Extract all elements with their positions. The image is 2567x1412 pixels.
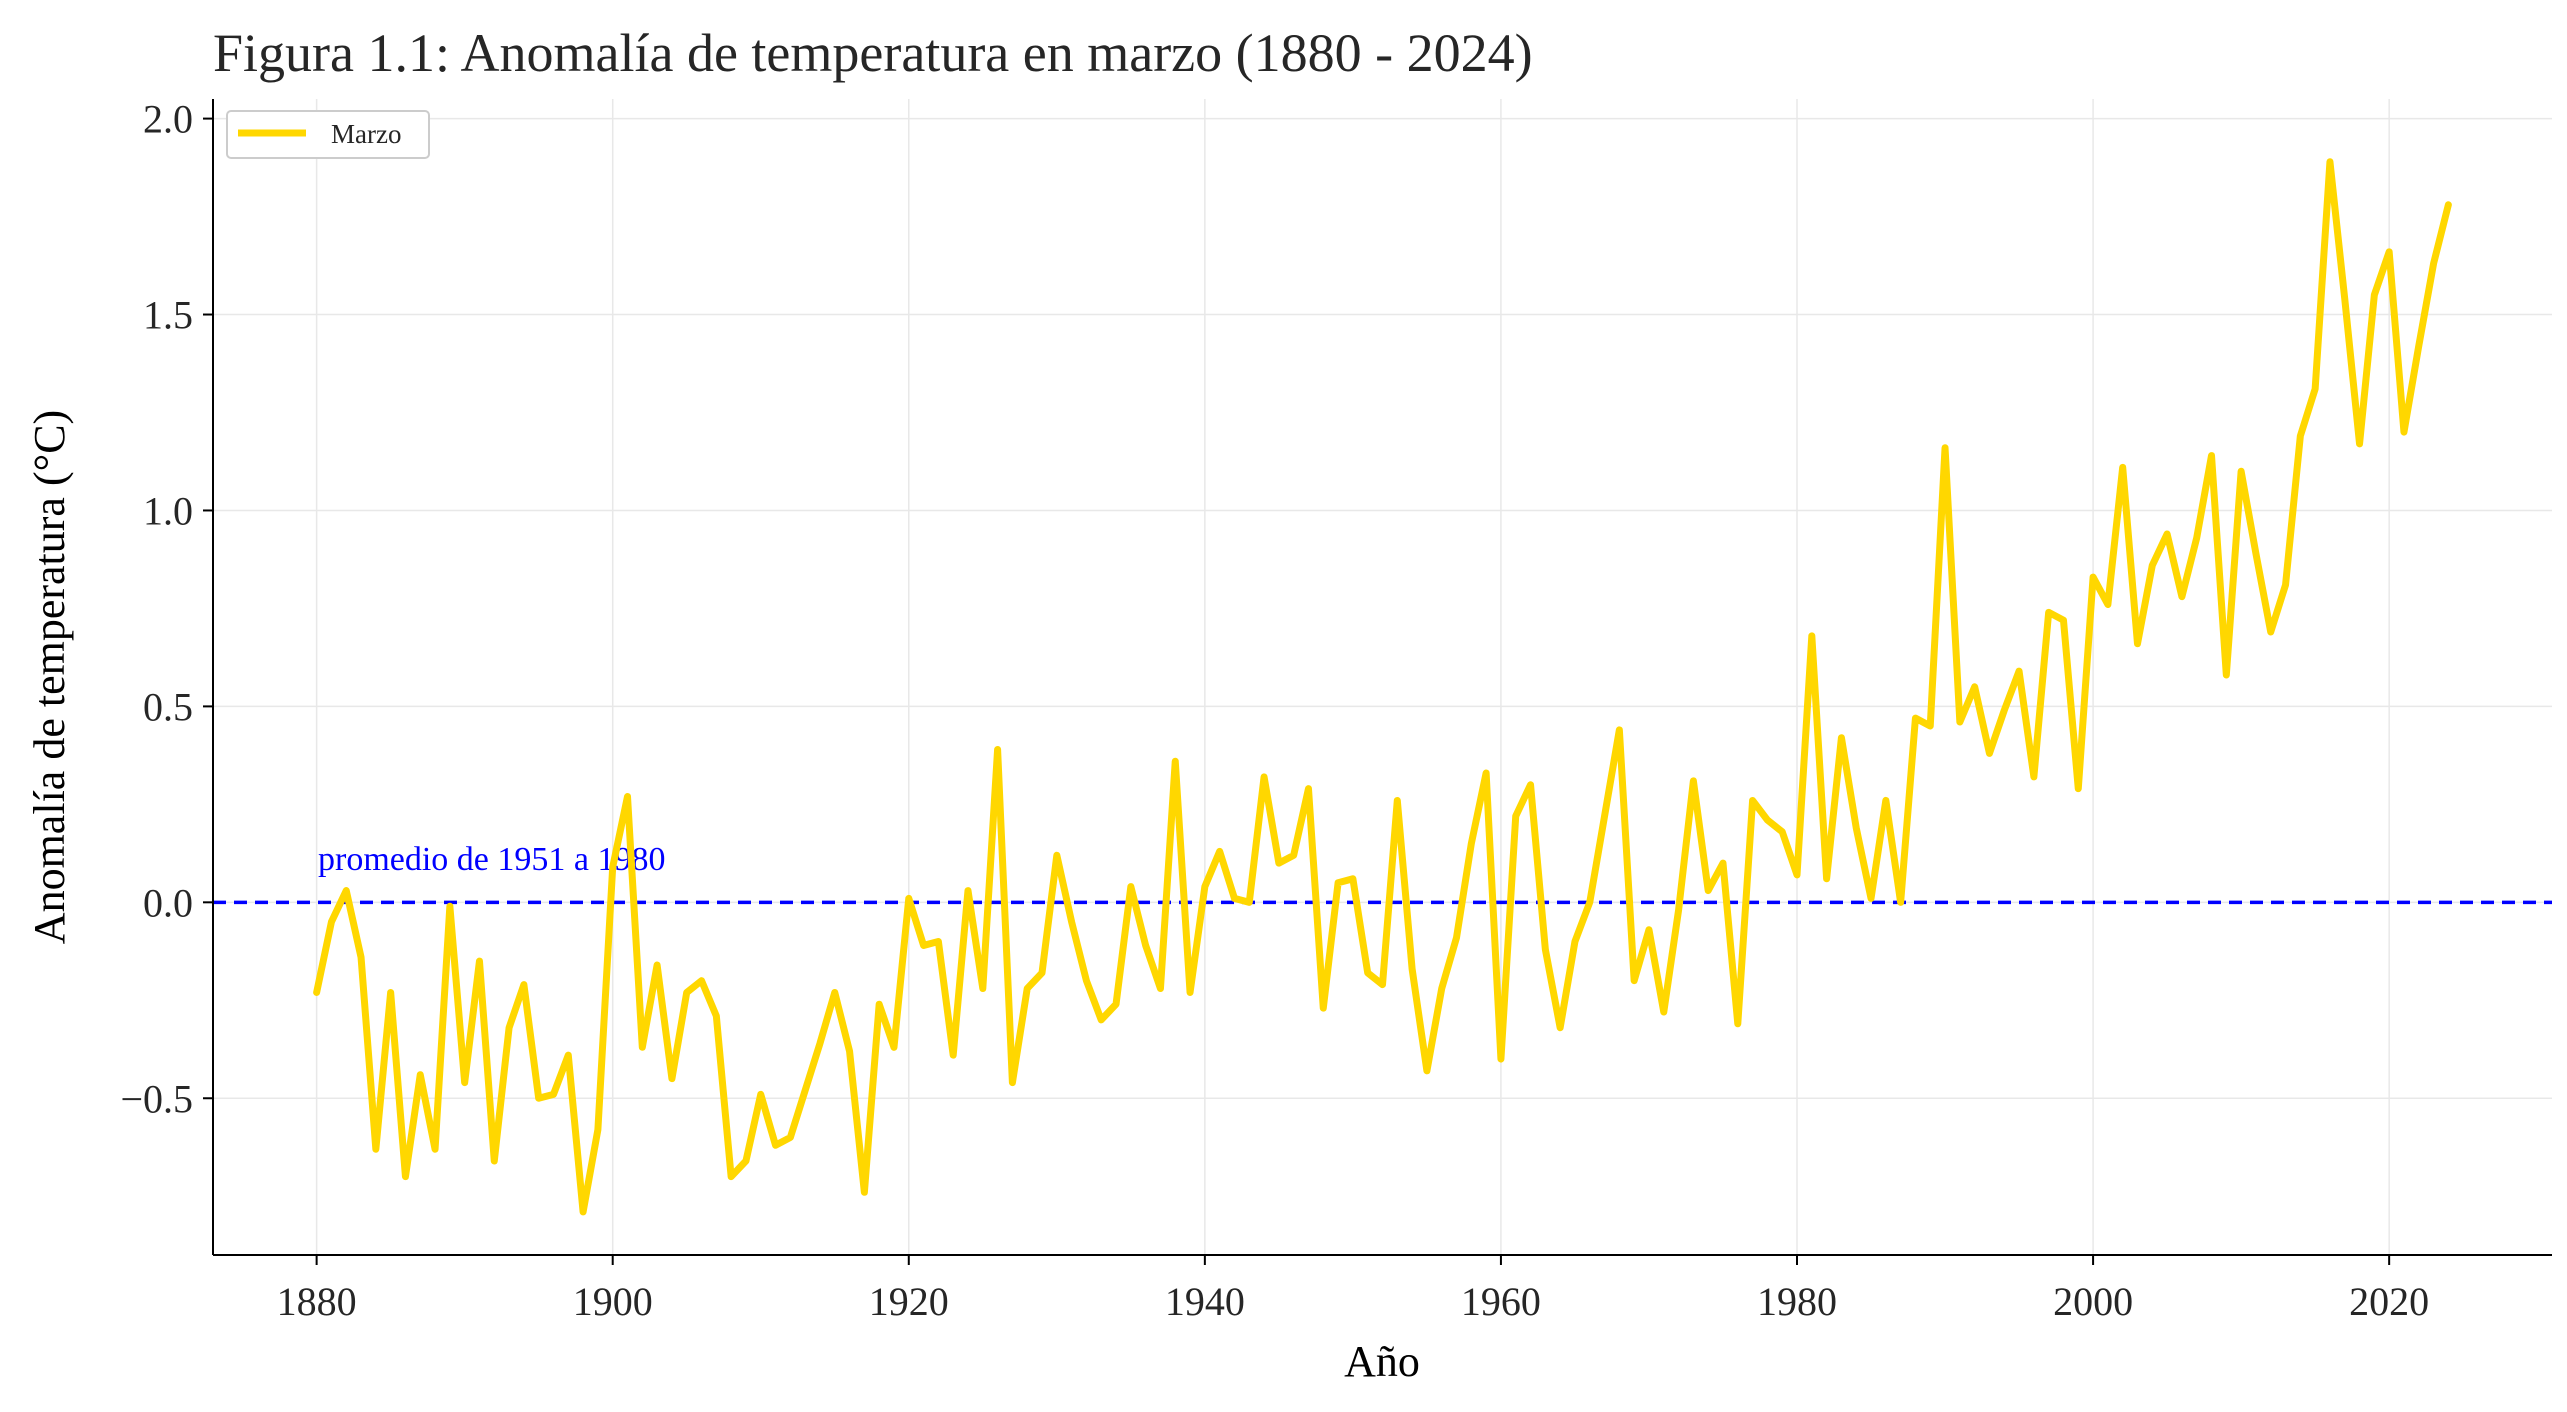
y-tick-label-3: 1.0 [143, 488, 193, 533]
y-tick-label-0: −0.5 [120, 1076, 193, 1121]
y-tick-label-2: 0.5 [143, 684, 193, 729]
axes [212, 99, 2552, 1256]
legend-box [226, 110, 430, 159]
series-line-marzo [313, 158, 2452, 1216]
x-tick-label-2020: 2020 [2349, 1279, 2429, 1324]
x-ticks: 1880 1900 1920 1940 1960 1980 2000 2020 [277, 1255, 2429, 1324]
x-tick-label-2000: 2000 [2053, 1279, 2133, 1324]
y-tick-label-1: 0.0 [143, 880, 193, 925]
x-tick-label-1900: 1900 [573, 1279, 653, 1324]
y-tick-label-4: 1.5 [143, 293, 193, 338]
legend: Marzo [226, 110, 430, 159]
reference-line-group: promedio de 1951 a 1980 [213, 841, 2552, 905]
y-axis-label: Anomalía de temperatura (°C) [25, 410, 74, 944]
x-tick-label-1940: 1940 [1165, 1279, 1245, 1324]
x-tick-label-1880: 1880 [277, 1279, 357, 1324]
y-tick-label-5: 2.0 [143, 97, 193, 142]
legend-label-marzo: Marzo [331, 119, 401, 149]
reference-line-label: promedio de 1951 a 1980 [318, 841, 666, 878]
x-tick-label-1980: 1980 [1757, 1279, 1837, 1324]
x-axis-label: Año [1344, 1337, 1420, 1386]
x-tick-label-1960: 1960 [1461, 1279, 1541, 1324]
x-tick-label-1920: 1920 [869, 1279, 949, 1324]
chart-title: Figura 1.1: Anomalía de temperatura en m… [213, 23, 1533, 83]
y-ticks: −0.5 0.0 0.5 1.0 1.5 2.0 [120, 97, 213, 1121]
grid [213, 99, 2552, 1255]
